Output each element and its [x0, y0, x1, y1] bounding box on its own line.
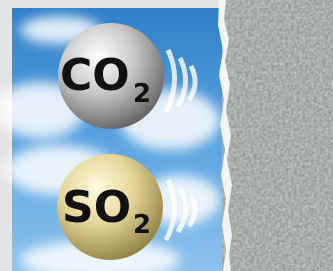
illustration: CO 2 SO 2: [0, 0, 333, 271]
stone-texture: [222, 0, 333, 271]
so2-symbol: SO: [62, 182, 131, 233]
co2-symbol: CO: [60, 50, 130, 101]
page: {"molecules": [{"symbol": "CO", "subscri…: [0, 0, 333, 271]
so2-subscript: 2: [133, 210, 151, 240]
co2-subscript: 2: [133, 79, 151, 109]
